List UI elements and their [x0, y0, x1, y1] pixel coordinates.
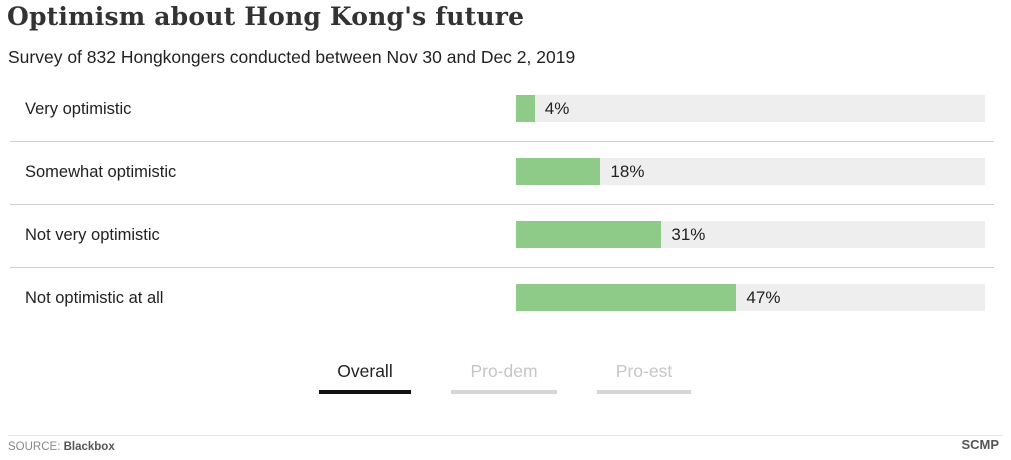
- bar-track: 4%: [516, 95, 985, 122]
- bar: [516, 158, 601, 185]
- tab-pro-dem[interactable]: Pro-dem: [451, 358, 557, 394]
- footer-divider: [8, 435, 1003, 436]
- bar: [516, 284, 737, 311]
- bar-track: 47%: [516, 284, 985, 311]
- value-label: 4%: [544, 99, 570, 118]
- category-label: Very optimistic: [25, 100, 132, 118]
- source-note: SOURCE: Blackbox: [8, 441, 115, 453]
- bar: [516, 95, 535, 122]
- category-label: Not very optimistic: [25, 226, 160, 244]
- chart-subtitle: Survey of 832 Hongkongers conducted betw…: [8, 47, 576, 67]
- category-label: Somewhat optimistic: [25, 163, 177, 181]
- bar-track: 18%: [516, 158, 985, 185]
- chart-title: Optimism about Hong Kong's future: [7, 2, 525, 31]
- value-label: 47%: [746, 288, 781, 307]
- tab-pro-est[interactable]: Pro-est: [597, 358, 691, 394]
- source-name: Blackbox: [63, 441, 115, 453]
- bar-row: Somewhat optimistic 18%: [10, 141, 994, 204]
- value-label: 18%: [610, 162, 645, 181]
- brand-logo: SCMP: [961, 437, 999, 452]
- bar-row: Not very optimistic 31%: [10, 204, 994, 267]
- source-prefix: SOURCE:: [8, 441, 64, 453]
- bar: [516, 221, 662, 248]
- bar-track: 31%: [516, 221, 985, 248]
- bar-row: Very optimistic 4%: [10, 79, 994, 141]
- value-label: 31%: [671, 225, 706, 244]
- bar-chart: Very optimistic 4% Somewhat optimistic 1…: [10, 79, 994, 330]
- category-label: Not optimistic at all: [25, 289, 164, 307]
- bar-row: Not optimistic at all 47%: [10, 267, 994, 330]
- tab-overall[interactable]: Overall: [319, 358, 411, 394]
